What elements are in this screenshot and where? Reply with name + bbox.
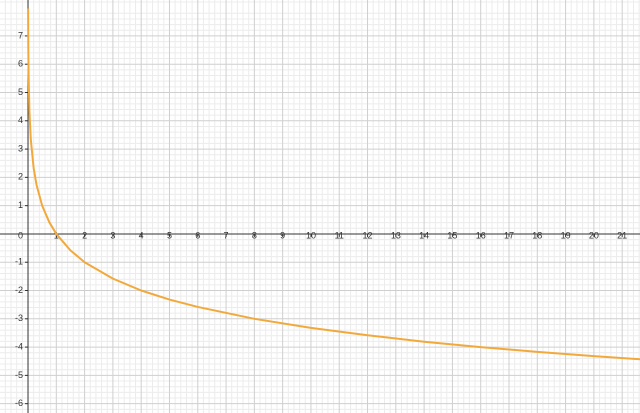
x-tick-label: 16 (476, 230, 486, 240)
x-tick-label: 6 (195, 230, 200, 240)
x-tick-label: 2 (82, 230, 87, 240)
x-tick-label: 3 (110, 230, 115, 240)
y-tick-label: -2 (15, 285, 23, 295)
x-tick-label: 13 (391, 230, 401, 240)
x-tick-label: 9 (280, 230, 285, 240)
y-tick-label: 3 (18, 143, 23, 153)
x-tick-label: 11 (335, 230, 344, 240)
x-tick-label: 17 (504, 230, 514, 240)
y-tick-label: -1 (15, 257, 23, 267)
y-tick-label: -3 (15, 313, 23, 323)
y-tick-label: 7 (18, 30, 23, 40)
x-tick-label: 19 (561, 230, 571, 240)
x-tick-label: 14 (419, 230, 429, 240)
function-curve (27, 8, 640, 361)
y-tick-label: 1 (18, 200, 23, 210)
x-tick-label: 20 (589, 230, 599, 240)
y-tick-label: -5 (15, 370, 23, 380)
x-tick-label: 5 (167, 230, 172, 240)
x-tick-label: 4 (139, 230, 144, 240)
origin-label: 0 (18, 230, 23, 240)
y-tick-label: 4 (18, 115, 23, 125)
y-tick-label: 2 (18, 172, 23, 182)
y-tick-label: -6 (15, 398, 23, 408)
y-tick-label: 6 (18, 59, 23, 69)
x-tick-label: 7 (224, 230, 229, 240)
x-tick-label: 18 (532, 230, 542, 240)
y-tick-label: -4 (15, 341, 23, 351)
x-tick-label: 8 (252, 230, 257, 240)
x-tick-label: 10 (306, 230, 316, 240)
x-tick-label: 12 (363, 230, 373, 240)
x-tick-label: 15 (447, 230, 457, 240)
y-tick-label: 5 (18, 87, 23, 97)
x-tick-label: 21 (617, 230, 627, 240)
